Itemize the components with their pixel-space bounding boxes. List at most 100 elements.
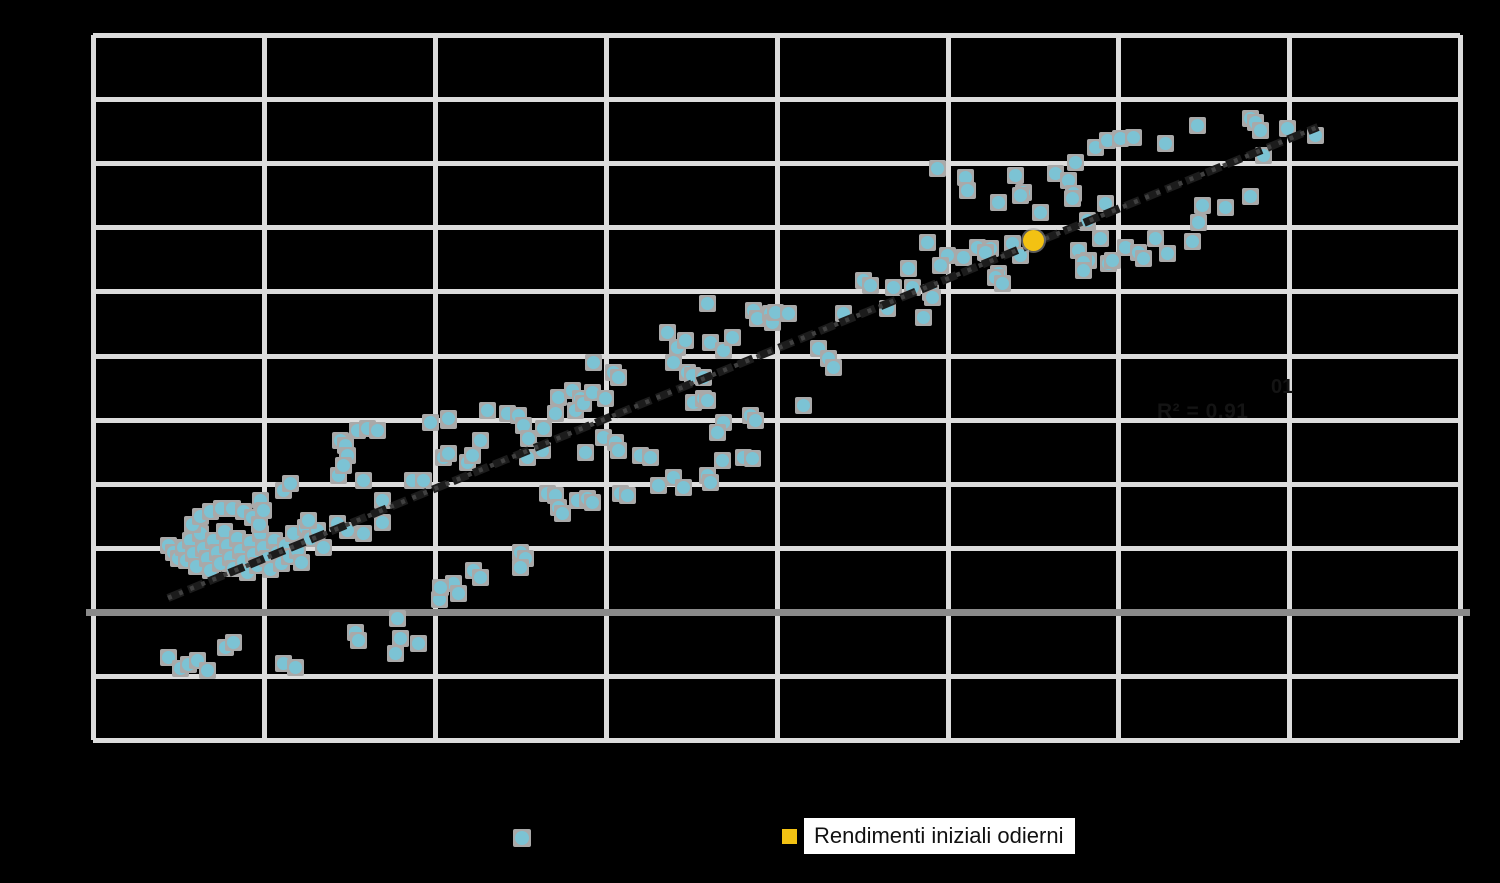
- gridline-horizontal: [93, 737, 1460, 743]
- scatter-point: [1193, 196, 1211, 214]
- scatter-point-dot: [643, 450, 657, 464]
- scatter-point-dot: [933, 258, 947, 272]
- scatter-point-dot: [958, 170, 972, 184]
- scatter-point: [576, 443, 594, 461]
- scatter-point: [1156, 134, 1174, 152]
- scatter-point: [1134, 249, 1152, 267]
- scatter-point: [514, 416, 532, 434]
- gridline-horizontal: [93, 673, 1460, 679]
- scatter-point-dot: [1013, 188, 1027, 202]
- scatter-point: [674, 478, 692, 496]
- scatter-point-dot: [920, 235, 934, 249]
- scatter-point: [386, 644, 404, 662]
- gridline-vertical: [774, 35, 780, 740]
- scatter-point: [766, 303, 784, 321]
- scatter-point-dot: [596, 430, 610, 444]
- scatter-point-dot: [548, 488, 562, 502]
- scatter-point: [701, 333, 719, 351]
- scatter-point-dot: [598, 391, 612, 405]
- scatter-point: [471, 431, 489, 449]
- scatter-point: [824, 358, 842, 376]
- scatter-point: [368, 421, 386, 439]
- scatter-point-dot: [1160, 246, 1174, 260]
- gridline-vertical: [945, 35, 951, 740]
- scatter-point: [993, 274, 1011, 292]
- scatter-point: [1011, 186, 1029, 204]
- scatter-point-dot: [433, 580, 447, 594]
- scatter-point: [534, 419, 552, 437]
- scatter-point: [354, 524, 372, 542]
- scatter-point: [861, 276, 879, 294]
- scatter-point-dot: [956, 250, 970, 264]
- gridline-vertical: [261, 35, 267, 740]
- scatter-point: [409, 634, 427, 652]
- scatter-point-dot: [276, 656, 290, 670]
- scatter-point: [254, 501, 272, 519]
- scatter-point-dot: [700, 393, 714, 407]
- scatter-point: [609, 441, 627, 459]
- scatter-point: [1251, 121, 1269, 139]
- gridline-vertical: [90, 35, 96, 740]
- scatter-point-dot: [393, 631, 407, 645]
- scatter-point-dot: [356, 526, 370, 540]
- scatter-point-dot: [710, 425, 724, 439]
- scatter-point: [746, 411, 764, 429]
- scatter-point-dot: [356, 473, 370, 487]
- scatter-point-dot: [611, 443, 625, 457]
- scatter-point: [1278, 119, 1296, 137]
- scatter-point: [596, 389, 614, 407]
- scatter-point-dot: [716, 343, 730, 357]
- scatter-point-dot: [1093, 231, 1107, 245]
- scatter-point-dot: [286, 526, 300, 540]
- gridline-horizontal: [93, 96, 1460, 102]
- scatter-point-dot: [256, 503, 270, 517]
- scatter-point: [414, 471, 432, 489]
- scatter-point: [1158, 244, 1176, 262]
- scatter-point: [1096, 194, 1114, 212]
- gridline-horizontal: [93, 32, 1460, 38]
- scatter-point-dot: [745, 451, 759, 465]
- scatter-point: [373, 491, 391, 509]
- scatter-point: [931, 256, 949, 274]
- scatter-point: [641, 448, 659, 466]
- scatter-point-dot: [991, 195, 1005, 209]
- scatter-point-dot: [441, 446, 455, 460]
- scatter-point: [334, 456, 352, 474]
- zero-axis-line: [86, 608, 1470, 616]
- scatter-point: [215, 522, 233, 540]
- scatter-point: [546, 404, 564, 422]
- scatter-point: [478, 401, 496, 419]
- scatter-point-dot: [301, 513, 315, 527]
- scatter-point-dot: [748, 413, 762, 427]
- scatter-point-dot: [715, 453, 729, 467]
- scatter-point: [664, 353, 682, 371]
- scatter-point: [956, 168, 974, 186]
- scatter-point: [1046, 164, 1064, 182]
- scatter-point: [511, 558, 529, 576]
- scatter-point-dot: [703, 335, 717, 349]
- teal-swatch-icon: [513, 829, 531, 847]
- scatter-point: [583, 493, 601, 511]
- scatter-point-dot: [548, 406, 562, 420]
- scatter-point: [388, 609, 406, 627]
- scatter-point-dot: [423, 415, 437, 429]
- scatter-point: [714, 341, 732, 359]
- teal-dot-icon: [515, 831, 529, 845]
- scatter-point-dot: [781, 306, 795, 320]
- scatter-point-dot: [1076, 263, 1090, 277]
- highlight-point-today: [1022, 229, 1044, 251]
- scatter-point-dot: [1148, 231, 1162, 245]
- scatter-point-dot: [1126, 130, 1140, 144]
- scatter-point-dot: [336, 458, 350, 472]
- scatter-point-dot: [1048, 166, 1062, 180]
- scatter-point: [439, 409, 457, 427]
- scatter-point-dot: [750, 311, 764, 325]
- scatter-point: [421, 413, 439, 431]
- scatter-point: [884, 278, 902, 296]
- scatter-point: [1074, 261, 1092, 279]
- scatter-point-dot: [441, 411, 455, 425]
- scatter-point: [198, 661, 216, 679]
- scatter-point-dot: [411, 636, 425, 650]
- scatter-point: [549, 388, 567, 406]
